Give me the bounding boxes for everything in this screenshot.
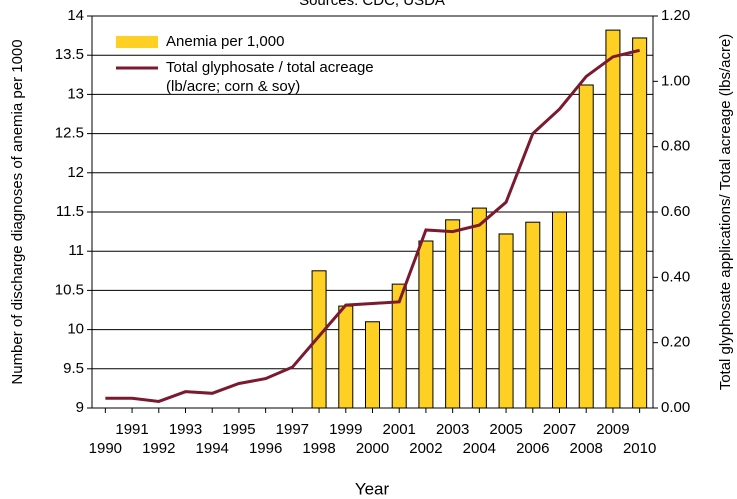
bar [365, 321, 380, 409]
y2-tick-label: 0.80 [661, 138, 690, 155]
y-tick-label: 9.5 [63, 360, 84, 377]
x-tick-label: 2006 [516, 440, 549, 457]
x-tick-label: 1993 [169, 421, 202, 438]
x-tick-label: 2001 [383, 421, 416, 438]
line [105, 48, 640, 403]
bar [338, 305, 354, 409]
x-tick-label: 2000 [356, 440, 389, 457]
x-tick-label: 1996 [249, 440, 282, 457]
x-tick-label: 1997 [276, 421, 309, 438]
bar [605, 29, 621, 409]
y2-tick-label: 0.40 [661, 268, 690, 285]
x-tick-label: 2003 [436, 421, 469, 438]
y-tick-label: 11 [68, 242, 84, 259]
x-tick-label: 2005 [489, 421, 522, 438]
y2-tick-label: 0.20 [661, 334, 690, 351]
x-tick-label: 1990 [89, 440, 122, 457]
x-tick-label: 2007 [543, 421, 576, 438]
chart-subtitle: Sources: CDC, USDA [299, 0, 445, 9]
legend-label: Anemia per 1,000 [166, 33, 284, 50]
x-tick-label: 1999 [329, 421, 362, 438]
bar [498, 233, 514, 409]
y-tick-label: 10 [67, 321, 84, 338]
y-tick-label: 12.5 [55, 125, 84, 142]
legend-label: Total glyphosate / total acreage [166, 59, 374, 76]
legend-swatch [116, 36, 158, 48]
bar [471, 207, 487, 409]
x-tick-label: 2004 [463, 440, 496, 457]
y-tick-label: 14 [67, 7, 84, 24]
x-tick-label: 1994 [196, 440, 229, 457]
y-axis-label: Number of discharge diagnoses of anemia … [9, 39, 26, 384]
y-tick-label: 13 [67, 85, 84, 102]
x-tick-label: 1998 [302, 440, 335, 457]
y-tick-label: 10.5 [55, 281, 84, 298]
x-tick-label: 2008 [570, 440, 603, 457]
x-tick-label: 1992 [142, 440, 175, 457]
x-tick-label: 1991 [115, 421, 148, 438]
bar [525, 221, 541, 409]
x-tick-label: 2010 [623, 440, 656, 457]
y-tick-label: 12 [67, 164, 84, 181]
bar [552, 211, 567, 409]
y-tick-label: 13.5 [55, 46, 84, 63]
y-tick-label: 11.5 [56, 203, 84, 220]
x-tick-label: 2009 [596, 421, 629, 438]
x-tick-label: 1995 [222, 421, 255, 438]
bar [632, 37, 648, 409]
bar [311, 270, 327, 409]
y-tick-label: 9 [76, 399, 84, 416]
y2-tick-label: 0.00 [661, 399, 690, 416]
legend-note: (lb/acre; corn & soy) [166, 78, 300, 95]
bar [418, 240, 434, 409]
bar [445, 219, 461, 409]
y2-tick-label: 1.20 [661, 7, 690, 24]
x-axis-label: Year [355, 479, 390, 498]
bar [578, 84, 594, 409]
y2-tick-label: 0.60 [661, 203, 690, 220]
x-tick-label: 2002 [409, 440, 442, 457]
y2-axis-label: Total glyphosate applications/ Total acr… [717, 34, 734, 391]
y2-tick-label: 1.00 [661, 72, 690, 89]
